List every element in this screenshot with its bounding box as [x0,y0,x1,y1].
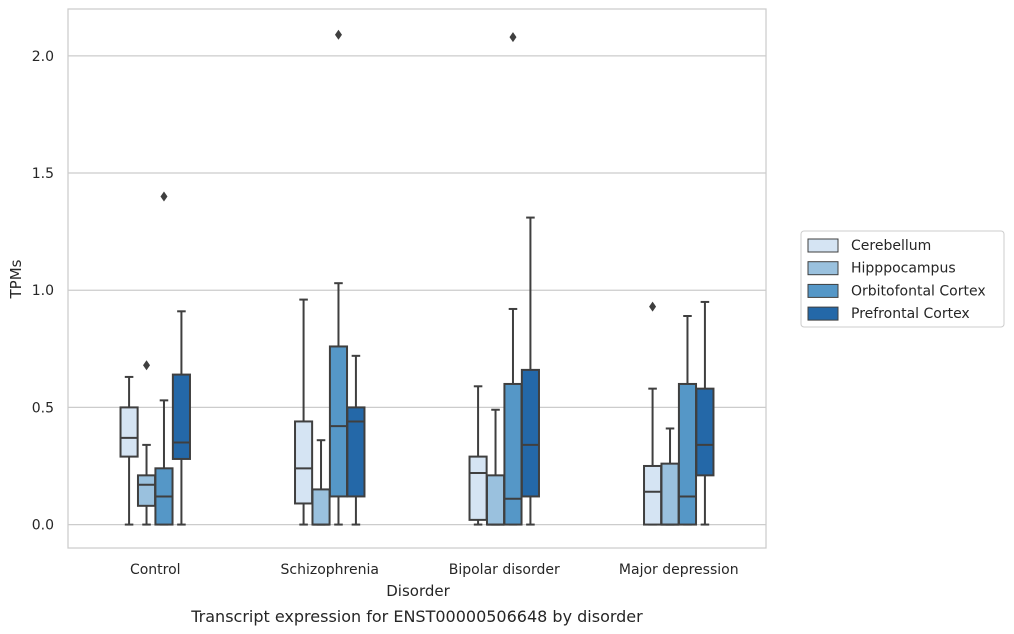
box-1-0 [136,360,157,526]
legend: Cerebellum Hipppocampus Orbitofontal Corte… [800,230,1005,328]
chart-title: Transcript expression for ENST0000050664… [190,607,643,626]
box-body [346,406,366,498]
x-tick-label-1: Schizophrenia [281,562,379,578]
box-body [328,345,349,498]
box-body [503,382,523,526]
x-axis-ticks: Control Schizophrenia Bipolar disorder Majo… [130,562,739,578]
plot-frame [67,8,767,549]
y-tick-label-1: 0.5 [32,400,54,416]
legend-swatch-2 [807,283,839,298]
y-axis-label: TPMs [7,259,25,299]
box-body [468,455,488,521]
legend-frame [800,230,1005,328]
box-2-0 [154,191,174,526]
box-body [677,382,698,526]
box-body [660,462,680,526]
box-3-3 [695,300,715,526]
box-1-2 [485,408,506,526]
box-2-2 [503,32,523,526]
y-tick-label-3: 1.5 [32,166,54,182]
legend-label-3: Prefrontal Cortex [851,306,970,322]
x-tick-label-2: Bipolar disorder [449,562,560,578]
y-tick-label-0: 0.0 [32,518,54,534]
legend-items: Cerebellum Hipppocampus Orbitofontal Corte… [807,238,986,322]
y-tick-label-2: 1.0 [32,283,54,299]
x-tick-label-0: Control [130,562,181,578]
box-3-0 [171,310,191,526]
box-body [119,406,139,458]
y-tick-label-4: 2.0 [32,49,54,65]
outlier-0 [143,360,151,371]
box-1-1 [311,439,331,526]
outlier-0 [160,191,168,202]
legend-label-1: Hipppocampus [851,261,956,277]
box-body [643,464,663,526]
legend-label-0: Cerebellum [851,238,931,254]
outlier-0 [509,32,517,43]
box-0-1 [294,298,314,526]
box-body [520,368,540,498]
box-body [695,387,715,477]
box-0-3 [643,301,663,526]
box-body [136,474,157,507]
outlier-0 [649,301,657,312]
x-tick-label-3: Major depression [619,562,739,578]
box-1-3 [660,427,680,526]
box-3-2 [520,216,540,526]
plot-area [119,29,715,526]
box-0-0 [119,375,139,526]
legend-swatch-3 [807,306,839,321]
box-2-3 [677,314,698,526]
box-2-1 [328,29,349,526]
box-body [294,420,314,505]
outlier-0 [334,29,342,40]
legend-label-2: Orbitofontal Cortex [851,283,986,299]
box-body [171,373,191,460]
legend-swatch-0 [807,238,839,253]
box-body [485,474,506,526]
box-3-1 [346,354,366,526]
legend-swatch-1 [807,261,839,276]
y-axis-ticks: 0.0 0.5 1.0 1.5 2.0 [32,49,54,534]
box-body [311,488,331,526]
x-axis-label: Disorder [386,582,450,600]
